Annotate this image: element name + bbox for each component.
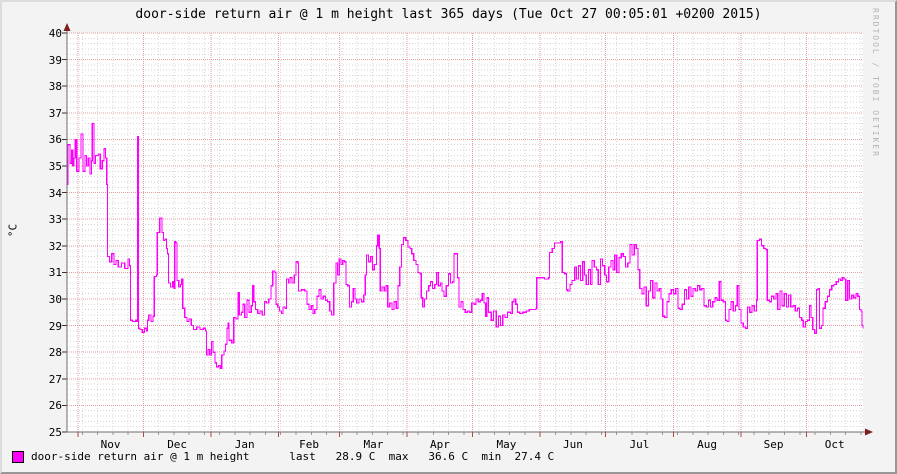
y-axis-unit-label: °C — [6, 223, 20, 238]
x-month-label: Jun — [563, 438, 583, 451]
y-tick-label: 27 — [48, 372, 62, 386]
x-month-label: Oct — [824, 438, 845, 451]
x-month-label: Feb — [299, 438, 319, 451]
y-tick-label: 30 — [48, 293, 62, 306]
x-month-label: Sep — [763, 438, 784, 451]
x-month-label: Apr — [429, 438, 450, 451]
y-tick-label: 37 — [48, 106, 62, 120]
y-tick-label: 31 — [48, 266, 62, 280]
x-month-label: May — [496, 438, 517, 451]
y-tick-label: 39 — [48, 53, 62, 67]
y-tick-label: 34 — [48, 186, 62, 200]
legend-text: door-side return air @ 1 m height last 2… — [31, 450, 555, 463]
y-tick-label: 29 — [48, 319, 62, 333]
x-month-label: Jul — [629, 438, 650, 451]
y-tick-label: 32 — [48, 239, 62, 253]
watermark-text: RRDTOOL / TOBI OETIKER — [871, 8, 880, 158]
x-month-label: Nov — [100, 438, 121, 451]
legend-swatch — [12, 450, 24, 463]
y-tick-label: 35 — [48, 160, 62, 173]
y-tick-label: 33 — [48, 213, 62, 227]
y-tick-label: 25 — [48, 426, 62, 439]
y-tick-label: 40 — [48, 27, 62, 40]
x-month-label: Jan — [234, 438, 255, 451]
x-month-label: Dec — [167, 438, 188, 451]
y-tick-label: 38 — [48, 80, 62, 94]
y-tick-label: 26 — [48, 399, 62, 413]
graph-title: door-side return air @ 1 m height last 3… — [135, 7, 762, 22]
legend: door-side return air @ 1 m height last 2… — [12, 450, 554, 463]
x-month-label: Mar — [363, 438, 384, 451]
y-tick-label: 28 — [48, 346, 62, 360]
x-month-label: Aug — [697, 438, 717, 451]
y-tick-label: 36 — [48, 133, 62, 147]
